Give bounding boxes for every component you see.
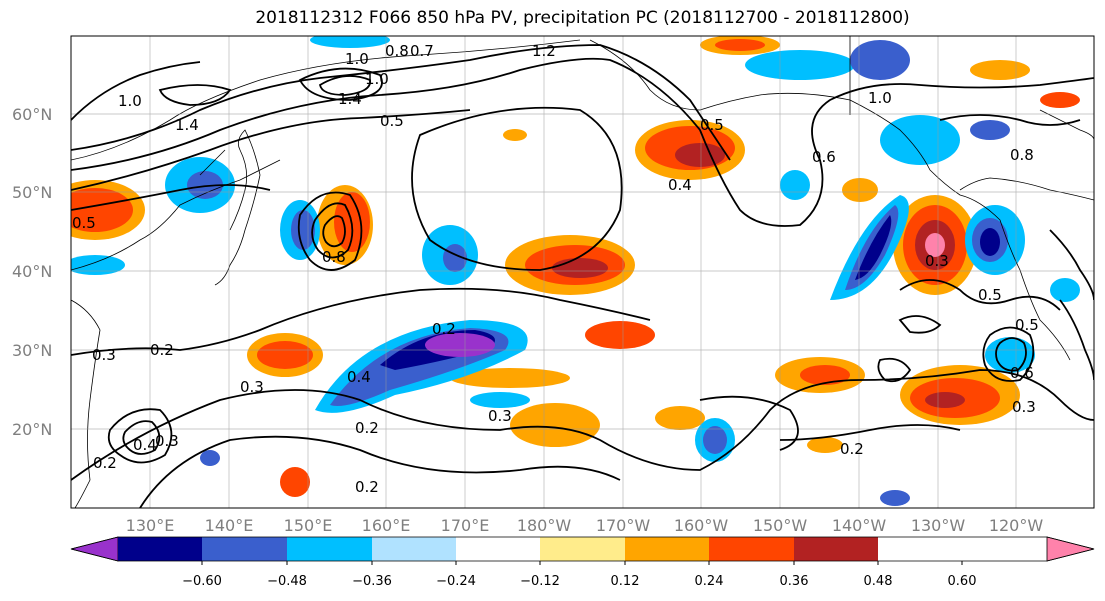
lon-label: 150°E (284, 516, 333, 535)
lon-label: 140°E (205, 516, 254, 535)
lat-label: 20°N (12, 420, 52, 439)
colorbar-segment (202, 537, 287, 561)
contour-label: 1.4 (175, 116, 199, 134)
contour-label: 0.3 (488, 407, 512, 425)
contour-label: 0.3 (1012, 398, 1036, 416)
lon-label: 180°W (517, 516, 572, 535)
colorbar-segment (540, 537, 625, 561)
colorbar-tick-label: 0.48 (864, 574, 893, 589)
longitude-labels: 130°E 140°E 150°E 160°E 170°E 180°W 170°… (126, 516, 1044, 535)
contour-label: 0.8 (385, 42, 409, 60)
colorbar-tick-label: −0.60 (182, 574, 222, 589)
contour-label: 0.6 (812, 148, 836, 166)
colorbar-segment (456, 537, 540, 561)
lon-label: 160°W (674, 516, 729, 535)
colorbar-segment (709, 537, 794, 561)
lon-label: 120°W (989, 516, 1044, 535)
plot-frame (70, 35, 1095, 509)
colorbar-extend-low (70, 536, 119, 562)
contour-label: 0.2 (150, 341, 174, 359)
colorbar-tick-label: −0.24 (436, 574, 476, 589)
colorbar-tick-label: 0.60 (948, 574, 977, 589)
contour-label: 0.2 (93, 454, 117, 472)
contour-label: 1.4 (338, 90, 362, 108)
contour-label: 0.8 (1010, 146, 1034, 164)
contour-label: 0.3 (240, 378, 264, 396)
lat-label: 30°N (12, 341, 52, 360)
contour-label: 0.2 (355, 419, 379, 437)
colorbar-tick-label: 0.24 (695, 574, 724, 589)
contour-label: 0.2 (355, 478, 379, 496)
graticule (71, 36, 1094, 508)
lon-label: 170°E (441, 516, 490, 535)
colorbar-segment (118, 537, 202, 561)
map-title: 2018112312 F066 850 hPa PV, precipitatio… (255, 8, 910, 28)
colorbar-tick-label: −0.36 (352, 574, 392, 589)
pv-contours (71, 44, 1094, 508)
contour-label: 0.3 (155, 432, 179, 450)
latitude-labels: 60°N 50°N 40°N 30°N 20°N (12, 105, 52, 439)
lat-label: 50°N (12, 183, 52, 202)
contour-label: 0.7 (410, 42, 434, 60)
contour-label: 0.3 (92, 346, 116, 364)
colorbar-tick-label: 0.36 (780, 574, 809, 589)
colorbar-segment (794, 537, 878, 561)
contour-label: 1.0 (868, 89, 892, 107)
contour-label: 0.4 (347, 368, 371, 386)
colorbar-segment (625, 537, 709, 561)
lon-label: 170°W (596, 516, 651, 535)
contour-label: 0.8 (322, 248, 346, 266)
contour-label: 1.2 (532, 42, 556, 60)
colorbar-segment (287, 537, 372, 561)
precip-negative-shading (71, 36, 1080, 506)
contour-label: 0.4 (668, 176, 692, 194)
contour-label: 0.3 (925, 252, 949, 270)
contour-label: 1.0 (365, 70, 389, 88)
lat-label: 40°N (12, 262, 52, 281)
colorbar-tick-label: −0.48 (267, 574, 307, 589)
lon-label: 130°W (911, 516, 966, 535)
colorbar-outline (70, 536, 1095, 562)
contour-labels: 1.0 0.8 0.7 1.0 1.4 1.0 1.4 0.5 0.4 0.6 … (72, 42, 1039, 496)
contour-label: 0.2 (432, 320, 456, 338)
contour-label: 0.5 (700, 116, 724, 134)
contour-label: 0.5 (1015, 316, 1039, 334)
colorbar: −0.60 −0.48 −0.36 −0.24 −0.12 0.12 0.24 0.36 0.4… (70, 536, 1095, 589)
lon-label: 130°E (126, 516, 175, 535)
colorbar-extend-high (1046, 536, 1095, 562)
colorbar-tick-label: −0.12 (520, 574, 560, 589)
contour-label: 0.2 (840, 440, 864, 458)
lon-label: 160°E (362, 516, 411, 535)
lon-label: 150°W (753, 516, 808, 535)
contour-label: 0.5 (380, 112, 404, 130)
contour-label: 0.5 (72, 214, 96, 232)
contour-label: 1.0 (118, 92, 142, 110)
colorbar-tick-label: 0.12 (611, 574, 640, 589)
contour-label: 1.0 (345, 50, 369, 68)
lat-label: 60°N (12, 105, 52, 124)
lon-label: 140°W (832, 516, 887, 535)
colorbar-segment (372, 537, 456, 561)
contour-label: 0.5 (978, 286, 1002, 304)
contour-label: 0.4 (133, 436, 157, 454)
contour-label: 0.6 (1010, 364, 1034, 382)
